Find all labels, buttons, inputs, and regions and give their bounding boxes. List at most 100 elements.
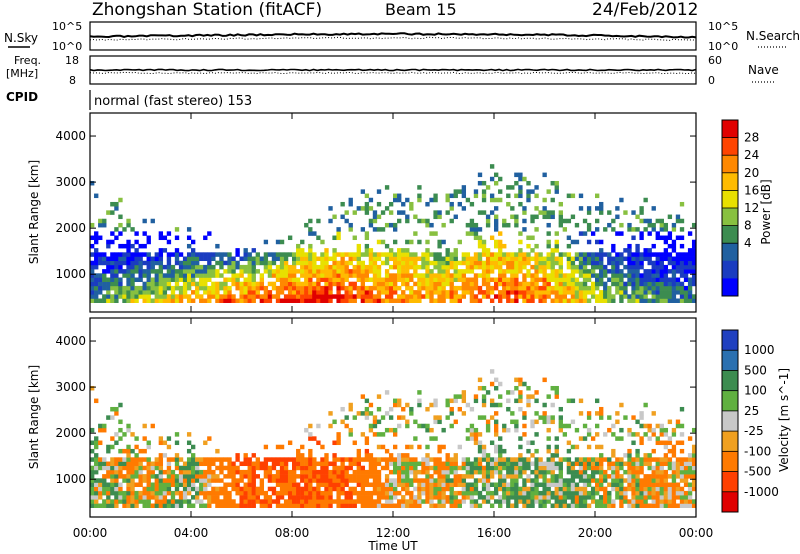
heat-cell [344, 465, 349, 471]
heat-cell [376, 394, 382, 399]
heat-cell [623, 453, 628, 458]
heat-cell [667, 461, 673, 467]
heat-cell [162, 285, 168, 291]
heat-cell [195, 290, 200, 295]
heat-cell [142, 273, 147, 278]
heat-cell [687, 436, 693, 441]
heat-cell [667, 252, 673, 257]
heat-cell [445, 398, 450, 404]
heat-cell [340, 490, 345, 496]
heat-cell [651, 503, 656, 508]
heat-cell [348, 222, 353, 228]
heat-cell [106, 269, 111, 274]
heat-cell [655, 277, 660, 282]
heat-cell [639, 277, 644, 282]
heat-cell [332, 256, 337, 262]
heat-cell [481, 180, 487, 186]
heat-cell [364, 482, 370, 487]
heat-cell [461, 294, 467, 299]
heat-cell [316, 503, 321, 508]
heat-cell [433, 256, 438, 262]
heat-cell [655, 298, 660, 303]
heat-cell [506, 490, 511, 496]
heat-cell [292, 499, 297, 504]
heat-cell [360, 290, 366, 295]
heat-cell [336, 298, 341, 303]
heat-cell [425, 285, 430, 291]
heat-cell [627, 448, 632, 454]
heat-cell [409, 290, 414, 295]
heat-cell [94, 252, 99, 257]
heat-cell [619, 281, 624, 287]
heat-cell [619, 495, 624, 500]
heat-cell [364, 206, 370, 211]
heat-cell [364, 453, 370, 458]
heat-cell [312, 231, 317, 236]
heat-cell [90, 222, 95, 228]
heat-cell [154, 461, 159, 467]
heat-cell [255, 252, 260, 257]
heat-cell [251, 248, 256, 253]
heat-cell [186, 490, 192, 496]
heat-cell [320, 256, 325, 262]
heat-cell [207, 474, 212, 479]
heat-cell [574, 222, 580, 228]
heat-cell [235, 248, 240, 253]
heat-cell [158, 248, 164, 253]
heat-cell [364, 298, 370, 303]
heat-cell [191, 482, 196, 487]
heat-cell [94, 499, 99, 504]
heat-cell [199, 273, 204, 278]
cpid-panel: CPID normal (fast stereo) 153 [6, 90, 252, 110]
heat-cell [231, 482, 236, 487]
heat-cell [235, 285, 240, 291]
heat-cell [691, 469, 697, 475]
heat-cell [393, 298, 398, 303]
heat-cell [401, 474, 406, 479]
heat-cell [595, 273, 600, 278]
heat-cell [231, 474, 236, 479]
heat-cell [429, 222, 434, 228]
heat-cell [393, 461, 398, 467]
heat-cell [106, 260, 111, 266]
heat-cell [405, 457, 410, 462]
heat-cell [336, 281, 341, 287]
heat-cell [489, 298, 495, 303]
heat-cell [215, 448, 220, 454]
heat-cell [178, 503, 184, 508]
heat-cell [473, 440, 479, 446]
heat-cell [368, 499, 374, 504]
heat-cell [364, 478, 370, 483]
heat-cell [259, 294, 265, 299]
heat-cell [675, 264, 681, 270]
heat-cell [292, 294, 297, 299]
heat-cell [380, 281, 386, 287]
heat-cell [631, 461, 636, 467]
heat-cell [360, 474, 366, 479]
heat-cell [94, 465, 99, 471]
heat-cell [574, 269, 580, 274]
heat-cell [639, 294, 644, 299]
heat-cell [631, 474, 636, 479]
heat-cell [554, 285, 559, 291]
heat-cell [384, 448, 390, 454]
heat-cell [114, 461, 119, 467]
heat-cell [336, 277, 341, 282]
heat-cell [667, 290, 673, 295]
heat-cell [586, 432, 592, 437]
heat-cell [203, 290, 208, 295]
heat-cell [380, 252, 386, 257]
heat-cell [469, 423, 475, 429]
heat-cell [558, 465, 563, 471]
heat-cell [344, 298, 349, 303]
heat-cell [324, 486, 329, 492]
heat-cell [481, 457, 487, 462]
heat-cell [279, 486, 285, 492]
heat-cell [485, 248, 491, 253]
heat-cell [417, 290, 422, 295]
heat-cell [126, 448, 131, 454]
heat-cell [118, 264, 123, 270]
heat-cell [502, 222, 507, 228]
heat-cell [449, 285, 454, 291]
heat-cell [441, 277, 446, 282]
